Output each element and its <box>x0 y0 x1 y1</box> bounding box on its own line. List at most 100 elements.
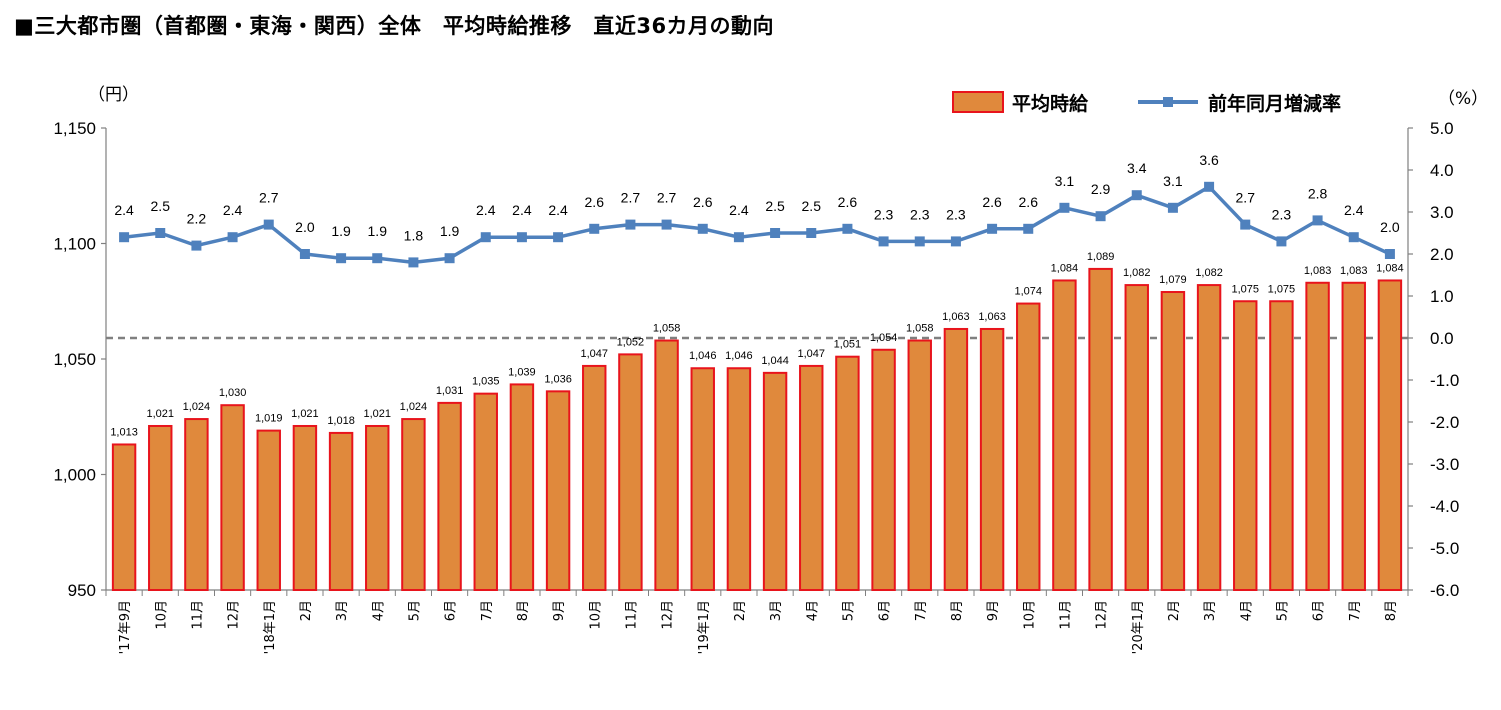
rate-marker <box>1023 223 1034 234</box>
bar-value-label: 1,039 <box>508 366 536 378</box>
right-tick-label: 0.0 <box>1430 329 1454 348</box>
rate-value-label: 3.4 <box>1127 160 1147 176</box>
x-tick-label: 10月 <box>1022 600 1037 630</box>
legend-line-label: 前年同月増減率 <box>1208 92 1341 115</box>
right-tick-label: -6.0 <box>1430 581 1459 600</box>
rate-value-label: 3.1 <box>1055 173 1075 189</box>
bar <box>799 364 824 591</box>
rate-marker <box>408 257 419 268</box>
bar-value-label: 1,019 <box>255 413 283 425</box>
bar <box>1088 267 1113 591</box>
rate-marker <box>950 236 961 247</box>
bar <box>509 383 535 591</box>
rate-marker <box>625 219 636 230</box>
right-tick-label: -5.0 <box>1430 539 1459 558</box>
rate-value-label: 2.4 <box>729 202 749 218</box>
x-tick-label: 6月 <box>1312 600 1327 621</box>
rate-marker <box>987 223 998 234</box>
bar-value-label: 1,046 <box>725 350 753 362</box>
x-tick-label: 8月 <box>516 600 531 621</box>
bar-value-label: 1,030 <box>219 387 247 399</box>
bar <box>545 390 571 591</box>
bar <box>979 327 1005 591</box>
x-tick-label: 11月 <box>190 600 205 630</box>
x-tick-label: 8月 <box>1384 600 1399 621</box>
bar <box>1052 279 1077 591</box>
rate-value-label: 1.8 <box>404 227 424 243</box>
bar-value-label: 1,047 <box>580 348 608 360</box>
x-tick-label: '19年1月 <box>697 600 712 654</box>
x-tick-label: 7月 <box>1348 600 1363 621</box>
bar-value-label: 1,021 <box>291 408 319 420</box>
bar-value-label: 1,075 <box>1268 283 1296 295</box>
bar <box>943 327 969 591</box>
rate-value-label: 2.0 <box>295 219 315 235</box>
bar-value-label: 1,047 <box>797 348 825 360</box>
bar-value-label: 1,031 <box>436 385 464 397</box>
bar-value-label: 1,063 <box>978 311 1006 323</box>
right-tick-label: 5.0 <box>1430 119 1454 138</box>
right-tick-label: 4.0 <box>1430 161 1454 180</box>
legend-bar-label: 平均時給 <box>1012 92 1089 115</box>
rate-value-label: 2.5 <box>765 198 785 214</box>
x-tick-label: 2月 <box>299 600 314 621</box>
bar-value-label: 1,063 <box>942 311 970 323</box>
x-tick-label: 5月 <box>841 600 856 621</box>
legend: 平均時給 前年同月増減率 <box>952 91 1341 115</box>
rate-value-label: 2.7 <box>621 190 641 206</box>
bar <box>762 371 788 591</box>
rate-value-label: 3.6 <box>1199 152 1219 168</box>
x-tick-label: '20年1月 <box>1131 600 1146 654</box>
rate-value-label: 2.6 <box>585 194 605 210</box>
x-tick-label: 9月 <box>986 600 1001 621</box>
x-tick-label: '18年1月 <box>263 600 278 654</box>
line-value-labels: 2.4 2.5 2.2 2.4 2.7 2.0 1.9 1.9 1.8 1.9 2.4 2.4 2.4 2… <box>114 152 1400 244</box>
bar-value-label: 1,079 <box>1159 274 1187 286</box>
bar <box>1377 279 1403 591</box>
rate-marker <box>263 219 274 230</box>
bar <box>1305 281 1330 591</box>
rate-marker <box>589 223 600 234</box>
bar-value-label: 1,074 <box>1014 286 1042 298</box>
x-tick-label: 12月 <box>1095 600 1110 630</box>
legend-bar-swatch <box>952 91 1004 113</box>
rate-marker <box>516 232 527 243</box>
right-tick-label: -3.0 <box>1430 455 1459 474</box>
rate-value-label: 2.3 <box>910 206 930 222</box>
rate-value-label: 2.6 <box>982 194 1002 210</box>
bar-series <box>111 267 1403 592</box>
bar <box>148 424 173 591</box>
chart-title: ■三大都市圏（首都圏・東海・関西）全体 平均時給推移 直近36カ月の動向 <box>14 14 775 38</box>
bar <box>292 424 318 591</box>
rate-marker <box>1276 236 1287 247</box>
bar <box>1233 300 1258 591</box>
x-tick-label: 12月 <box>661 600 676 630</box>
rate-marker <box>119 232 130 243</box>
rate-marker <box>336 253 347 264</box>
rate-value-label: 2.0 <box>1380 219 1400 235</box>
x-tick-label: 6月 <box>444 600 459 621</box>
rate-value-label: 3.1 <box>1163 173 1183 189</box>
bar-value-label: 1,046 <box>689 350 717 362</box>
bar-value-label: 1,018 <box>327 415 355 427</box>
rate-marker <box>1312 215 1323 226</box>
legend-line-marker <box>1163 97 1173 107</box>
rate-value-label: 1.9 <box>368 223 388 239</box>
right-tick-label: -1.0 <box>1430 371 1459 390</box>
rate-value-label: 2.7 <box>1236 190 1256 206</box>
bar-value-label: 1,051 <box>834 339 862 351</box>
x-tick-label: 9月 <box>552 600 567 621</box>
bar <box>220 404 245 592</box>
rate-marker <box>1131 190 1142 201</box>
x-tick-label: 8月 <box>950 600 965 621</box>
rate-marker <box>1204 181 1215 192</box>
left-tick-label: 1,150 <box>53 119 96 138</box>
bar <box>726 367 752 591</box>
bar <box>582 364 607 591</box>
x-tick-label: 11月 <box>1058 600 1073 630</box>
axes: 950 1,000 1,050 1,100 1,150 -6.0 -5.0 -4.0 -3.0 -… <box>53 85 1488 600</box>
rate-value-label: 2.4 <box>223 202 243 218</box>
bar <box>1341 281 1366 591</box>
x-tick-label: 11月 <box>624 600 639 630</box>
bar-value-labels: 1,013 1,021 1,024 1,030 1,019 1,021 1,018 1,021… <box>110 251 1403 439</box>
